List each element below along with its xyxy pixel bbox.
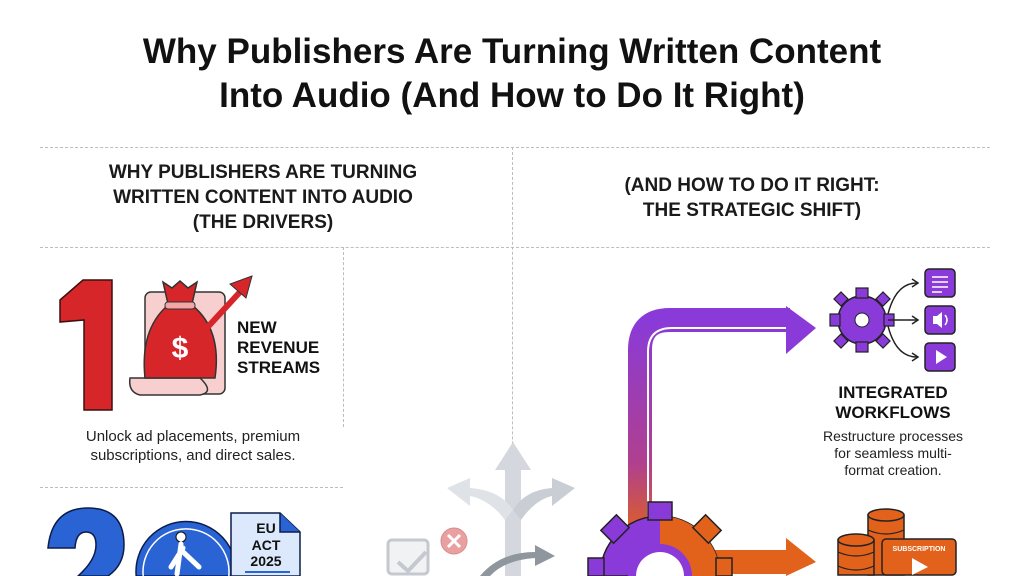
subscription-badge: SUBSCRIPTION (893, 546, 946, 553)
money-bag-growth-icon: $ (128, 275, 253, 396)
number-1-glyph (59, 279, 113, 411)
crossroad-arrows-icon (447, 442, 575, 576)
divider-left-column (343, 247, 344, 427)
label-line: STREAMS (237, 358, 321, 377)
gear-workflow-icon (829, 278, 920, 362)
title-line-1: Why Publishers Are Turning Written Conte… (142, 32, 882, 71)
doc-line-act: ACT (252, 537, 281, 553)
divider-center (512, 147, 513, 574)
database-subscription-icon: SUBSCRIPTION (837, 508, 957, 576)
central-gear-icon (587, 501, 733, 576)
description-line: Unlock ad placements, premium (85, 428, 301, 445)
strategy-integrated-workflows-label: INTEGRATED WORKFLOWS (793, 383, 993, 423)
accessibility-icon (135, 520, 237, 576)
right-section-header: (AND HOW TO DO IT RIGHT: THE STRATEGIC S… (530, 173, 974, 223)
doc-line-eu: EU (256, 520, 275, 536)
right-header-line: THE STRATEGIC SHIFT) (642, 200, 862, 221)
left-section-header: WHY PUBLISHERS ARE TURNING WRITTEN CONTE… (40, 160, 486, 235)
right-header-line: (AND HOW TO DO IT RIGHT: (624, 175, 880, 196)
description-line: format creation. (844, 462, 942, 478)
purple-growth-arrow (628, 306, 816, 540)
eu-act-document-icon: EU ACT 2025 (230, 512, 301, 576)
divider-driver (40, 487, 343, 488)
audio-icon (924, 305, 956, 335)
strategy-integrated-workflows-description: Restructure processes for seamless multi… (793, 428, 993, 479)
label-line: NEW (237, 318, 277, 337)
page-title: Why Publishers Are Turning Written Conte… (0, 30, 1024, 118)
play-icon (924, 342, 956, 372)
driver-1-description: Unlock ad placements, premium subscripti… (40, 427, 346, 465)
driver-1-label: NEW REVENUE STREAMS (237, 318, 320, 378)
title-line-2: Into Audio (And How to Do It Right) (219, 76, 805, 115)
svg-text:$: $ (172, 332, 189, 365)
document-icon (924, 268, 956, 298)
description-line: subscriptions, and direct sales. (90, 447, 296, 464)
divider-top (40, 147, 990, 148)
description-line: Restructure processes (822, 428, 964, 444)
rejected-checkbox-icon (386, 527, 468, 576)
divider-header (40, 247, 990, 248)
left-header-line: WHY PUBLISHERS ARE TURNING (108, 162, 418, 183)
doc-line-year: 2025 (250, 553, 281, 569)
label-line: REVENUE (237, 338, 320, 357)
left-header-line: WRITTEN CONTENT INTO AUDIO (113, 187, 413, 208)
left-header-line: (THE DRIVERS) (192, 212, 334, 233)
label-line: WORKFLOWS (835, 403, 951, 422)
description-line: for seamless multi- (834, 445, 952, 461)
label-line: INTEGRATED (838, 383, 948, 402)
number-2-glyph (47, 507, 125, 576)
